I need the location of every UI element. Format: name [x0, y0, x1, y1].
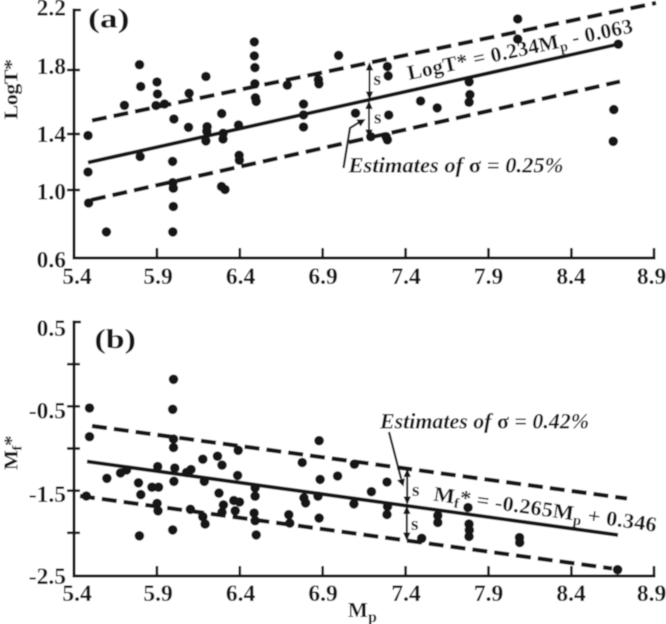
svg-text:7.4: 7.4	[391, 581, 421, 607]
svg-text:1.0: 1.0	[37, 180, 66, 206]
svg-text:7.9: 7.9	[474, 264, 503, 290]
svg-text:7.9: 7.9	[474, 581, 503, 607]
svg-text:(a): (a)	[88, 3, 130, 34]
svg-text:5.4: 5.4	[62, 581, 92, 607]
svg-text:6.4: 6.4	[226, 264, 256, 290]
svg-text:1.4: 1.4	[37, 122, 67, 148]
svg-text:8.4: 8.4	[556, 581, 586, 607]
svg-text:8.9: 8.9	[637, 581, 666, 607]
svg-text:5.4: 5.4	[62, 264, 92, 290]
svg-text:0.5: 0.5	[37, 316, 66, 342]
svg-text:7.4: 7.4	[391, 264, 421, 290]
svg-text:1.8: 1.8	[37, 54, 66, 80]
svg-text:6.9: 6.9	[308, 264, 337, 290]
svg-text:Estimates of σ = 0.42%: Estimates of σ = 0.42%	[379, 409, 589, 434]
svg-text:5.9: 5.9	[143, 581, 172, 607]
svg-text:Estimates of σ = 0.25%: Estimates of σ = 0.25%	[347, 153, 563, 178]
svg-text:s: s	[412, 480, 419, 501]
svg-text:2.2: 2.2	[37, 0, 66, 22]
svg-text:6.9: 6.9	[308, 581, 337, 607]
svg-text:-2.5: -2.5	[29, 564, 66, 590]
svg-text:s: s	[374, 108, 381, 129]
svg-text:s: s	[411, 514, 418, 535]
svg-text:(b): (b)	[95, 323, 137, 354]
svg-text:-1.5: -1.5	[29, 482, 66, 508]
svg-text:6.4: 6.4	[226, 581, 256, 607]
svg-text:5.9: 5.9	[143, 264, 172, 290]
svg-text:-0.5: -0.5	[29, 399, 66, 425]
svg-text:0.6: 0.6	[37, 248, 67, 274]
svg-text:8.4: 8.4	[556, 264, 586, 290]
svg-text:8.9: 8.9	[637, 264, 666, 290]
svg-text:s: s	[374, 69, 381, 90]
svg-text:Mf*: Mf*	[2, 436, 26, 470]
svg-text:LogT*: LogT*	[2, 60, 23, 120]
